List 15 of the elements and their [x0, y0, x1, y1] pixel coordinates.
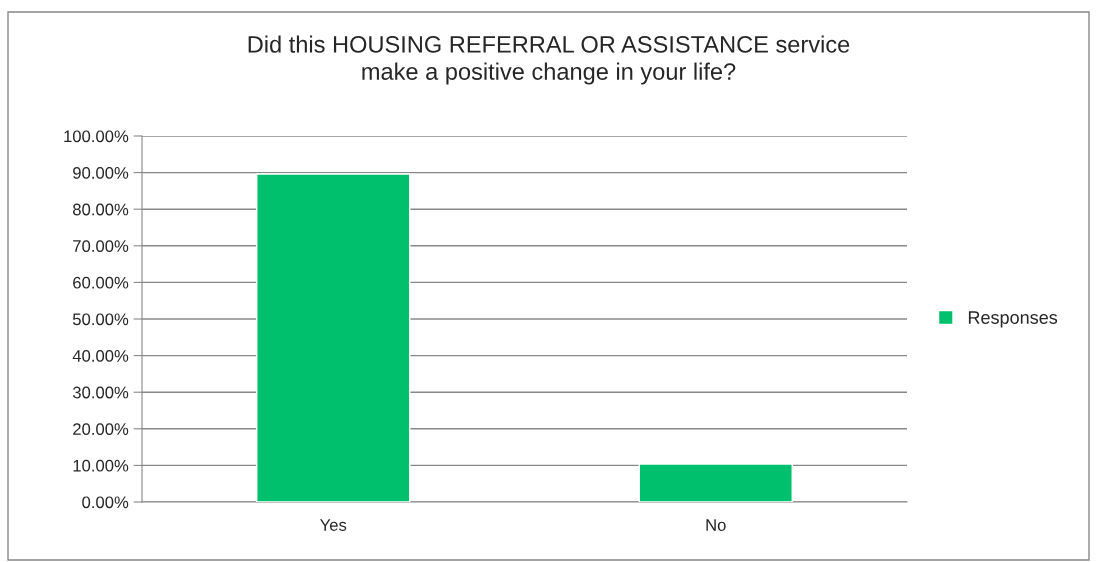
- x-tick-label: No: [706, 519, 726, 531]
- y-tick-label: 100.00%: [64, 130, 129, 143]
- y-tick-label: 40.00%: [72, 350, 129, 362]
- y-tick-label: 50.00%: [72, 313, 129, 326]
- y-tick-label: 90.00%: [73, 167, 129, 179]
- y-tick-label: 70.00%: [73, 240, 129, 252]
- x-tick-label: Yes: [320, 519, 347, 531]
- y-tick-label: 30.00%: [72, 386, 129, 399]
- legend-label: Responses: [968, 311, 1058, 328]
- y-tick-label: 60.00%: [73, 276, 129, 289]
- chart-title: Did this HOUSING REFERRAL OR ASSISTANCE service make a positive change in your life?: [248, 35, 850, 85]
- y-tick-label: 80.00%: [73, 203, 129, 216]
- y-tick-label: 10.00%: [73, 459, 129, 472]
- y-tick-label: 0.00%: [82, 496, 129, 509]
- y-tick-label: 20.00%: [73, 423, 129, 435]
